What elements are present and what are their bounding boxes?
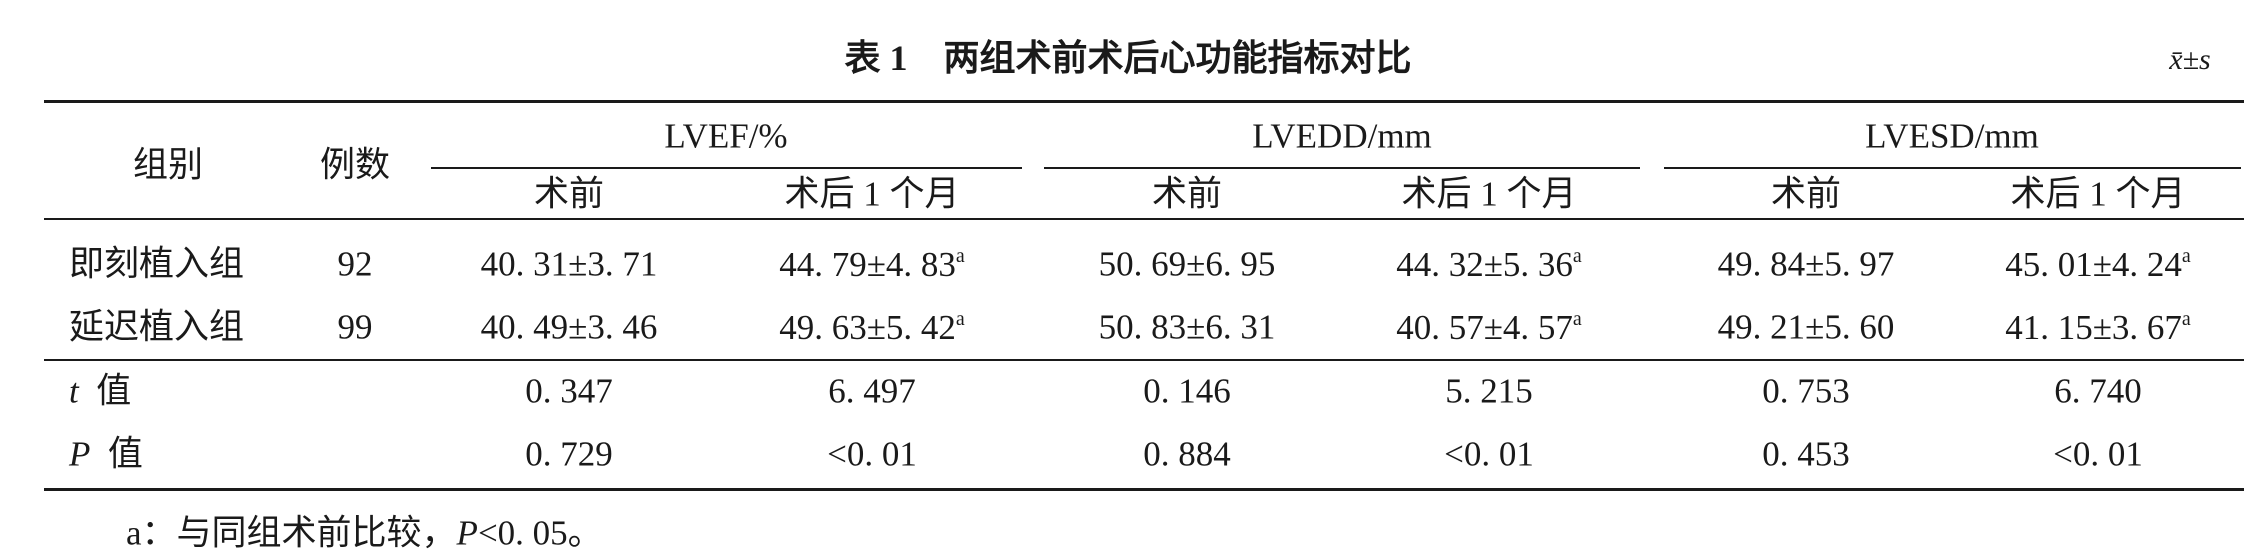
span-rule bbox=[1044, 167, 1640, 169]
footnote-mark: a bbox=[2181, 308, 2191, 330]
row-label: t 值 bbox=[69, 374, 131, 409]
data-cell: 49. 63±5. 42a bbox=[779, 309, 965, 345]
data-cell: 6. 740 bbox=[2054, 374, 2142, 409]
label-text: 延迟植入组 bbox=[69, 307, 245, 347]
data-cell: <0. 01 bbox=[827, 437, 917, 472]
cell-value: 45. 01±4. 24 bbox=[2005, 245, 2182, 284]
cell-value: 49. 84±5. 97 bbox=[1717, 244, 1895, 284]
cell-value: 6. 497 bbox=[828, 371, 916, 411]
header-cell: 术前 bbox=[1151, 174, 1223, 214]
footnote-mark: a bbox=[955, 245, 965, 267]
data-cell: 0. 347 bbox=[525, 374, 613, 409]
data-cell: 50. 83±6. 31 bbox=[1099, 310, 1276, 345]
data-cell: 50. 69±6. 95 bbox=[1099, 247, 1276, 282]
cell-value: <0. 01 bbox=[827, 434, 917, 474]
label-text: 值 bbox=[107, 434, 143, 474]
header-cell: 组别 bbox=[132, 145, 204, 185]
data-cell: 6. 497 bbox=[828, 374, 916, 409]
header-cell: 术前 bbox=[533, 174, 605, 214]
data-cell: 49. 84±5. 97 bbox=[1718, 247, 1895, 282]
span-rule bbox=[1664, 167, 2241, 169]
top-rule bbox=[44, 100, 2244, 103]
cell-value: 0. 453 bbox=[1762, 434, 1850, 474]
cell-value: 40. 31±3. 71 bbox=[480, 244, 658, 284]
data-cell: 0. 753 bbox=[1762, 374, 1850, 409]
cell-value: 6. 740 bbox=[2054, 371, 2142, 411]
header-cell: LVEDD/mm bbox=[1252, 116, 1432, 156]
header-cell: LVEF/% bbox=[664, 116, 788, 156]
footnote-text: a：与同组术前比较， bbox=[126, 513, 457, 553]
count-cell: 99 bbox=[337, 307, 373, 347]
label-text: 即刻植入组 bbox=[69, 244, 245, 284]
data-cell: 40. 31±3. 71 bbox=[481, 247, 658, 282]
data-cell: 0. 884 bbox=[1143, 437, 1231, 472]
data-cell: 49. 21±5. 60 bbox=[1718, 310, 1895, 345]
cell-value: <0. 01 bbox=[2053, 434, 2143, 474]
row-label: 延迟植入组 bbox=[69, 310, 244, 345]
data-cell: 5. 215 bbox=[1445, 374, 1533, 409]
cell-value: 49. 63±5. 42 bbox=[779, 308, 956, 347]
cell-value: 50. 83±6. 31 bbox=[1098, 307, 1276, 347]
data-cell: 44. 32±5. 36a bbox=[1396, 246, 1582, 282]
cell-value: 0. 347 bbox=[525, 371, 613, 411]
data-cell: 0. 453 bbox=[1762, 437, 1850, 472]
header-cell: 术前 bbox=[1770, 174, 1842, 214]
span-rule bbox=[431, 167, 1022, 169]
header-cell: 例数 bbox=[319, 145, 391, 185]
data-cell: 41. 15±3. 67a bbox=[2005, 309, 2191, 345]
header-cell: 术后 1 个月 bbox=[784, 174, 960, 214]
cell-value: <0. 01 bbox=[1444, 434, 1534, 474]
data-cell: 45. 01±4. 24a bbox=[2005, 246, 2191, 282]
cell-value: 44. 32±5. 36 bbox=[1396, 245, 1573, 284]
footnote-mark: a bbox=[1572, 308, 1582, 330]
variable: P bbox=[69, 434, 91, 474]
data-cell: 40. 57±4. 57a bbox=[1396, 309, 1582, 345]
cell-value: 40. 57±4. 57 bbox=[1396, 308, 1573, 347]
footnote-mark: a bbox=[1572, 245, 1582, 267]
data-cell: 0. 729 bbox=[525, 437, 613, 472]
cell-value: 40. 49±3. 46 bbox=[480, 307, 658, 347]
stats-rule bbox=[44, 359, 2244, 361]
data-cell: 44. 79±4. 83a bbox=[779, 246, 965, 282]
cell-value: 50. 69±6. 95 bbox=[1098, 244, 1276, 284]
footnote: a：与同组术前比较，P<0. 05。 bbox=[126, 516, 603, 551]
count-cell: 92 bbox=[337, 244, 373, 284]
label-text: 值 bbox=[96, 371, 132, 411]
cell-value: 5. 215 bbox=[1445, 371, 1533, 411]
cell-value: 49. 21±5. 60 bbox=[1717, 307, 1895, 347]
stat-note: x̄±s bbox=[2169, 43, 2211, 76]
data-cell: <0. 01 bbox=[1444, 437, 1534, 472]
table-title: 表 1 两组术前术后心功能指标对比 bbox=[844, 38, 1412, 78]
row-label: P 值 bbox=[69, 437, 143, 472]
row-label: 即刻植入组 bbox=[69, 247, 244, 282]
header-cell: LVESD/mm bbox=[1865, 116, 2039, 156]
footnote-text: P bbox=[456, 513, 478, 553]
cell-value: 0. 146 bbox=[1143, 371, 1231, 411]
footnote-mark: a bbox=[2181, 245, 2191, 267]
data-cell: 40. 49±3. 46 bbox=[481, 310, 658, 345]
header-cell: 术后 1 个月 bbox=[1401, 174, 1577, 214]
header-rule bbox=[44, 218, 2244, 220]
cell-value: 0. 753 bbox=[1762, 371, 1850, 411]
cell-value: 0. 729 bbox=[525, 434, 613, 474]
data-cell: <0. 01 bbox=[2053, 437, 2143, 472]
data-cell: 0. 146 bbox=[1143, 374, 1231, 409]
cell-value: 44. 79±4. 83 bbox=[779, 245, 956, 284]
footnote-mark: a bbox=[955, 308, 965, 330]
footnote-text: <0. 05。 bbox=[477, 513, 603, 553]
header-cell: 术后 1 个月 bbox=[2010, 174, 2186, 214]
bottom-rule bbox=[44, 488, 2244, 491]
cell-value: 0. 884 bbox=[1143, 434, 1231, 474]
variable: t bbox=[69, 371, 79, 411]
cell-value: 41. 15±3. 67 bbox=[2005, 308, 2182, 347]
